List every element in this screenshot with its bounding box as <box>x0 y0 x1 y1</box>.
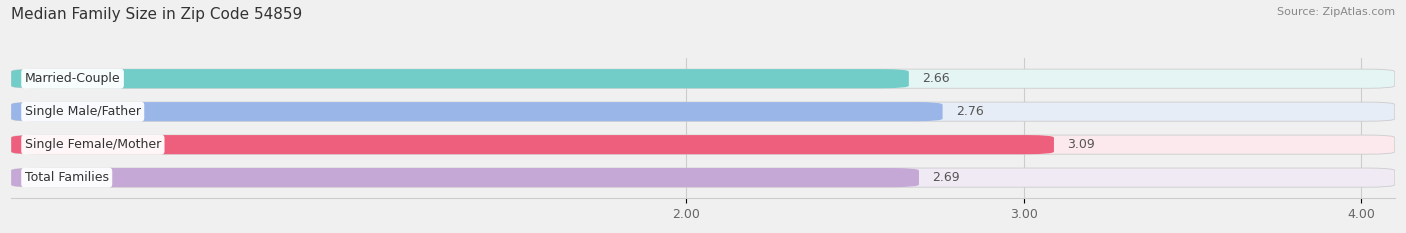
FancyBboxPatch shape <box>11 135 1395 154</box>
Text: 2.69: 2.69 <box>932 171 960 184</box>
FancyBboxPatch shape <box>11 168 1395 187</box>
Text: 3.09: 3.09 <box>1067 138 1095 151</box>
Text: Median Family Size in Zip Code 54859: Median Family Size in Zip Code 54859 <box>11 7 302 22</box>
Text: Married-Couple: Married-Couple <box>25 72 121 85</box>
Text: Source: ZipAtlas.com: Source: ZipAtlas.com <box>1277 7 1395 17</box>
Text: 2.76: 2.76 <box>956 105 984 118</box>
Text: 2.66: 2.66 <box>922 72 950 85</box>
FancyBboxPatch shape <box>11 168 920 187</box>
FancyBboxPatch shape <box>11 69 908 88</box>
FancyBboxPatch shape <box>11 102 1395 121</box>
FancyBboxPatch shape <box>11 69 1395 88</box>
Text: Single Female/Mother: Single Female/Mother <box>25 138 162 151</box>
Text: Single Male/Father: Single Male/Father <box>25 105 141 118</box>
Text: Total Families: Total Families <box>25 171 108 184</box>
FancyBboxPatch shape <box>11 135 1054 154</box>
FancyBboxPatch shape <box>11 102 942 121</box>
